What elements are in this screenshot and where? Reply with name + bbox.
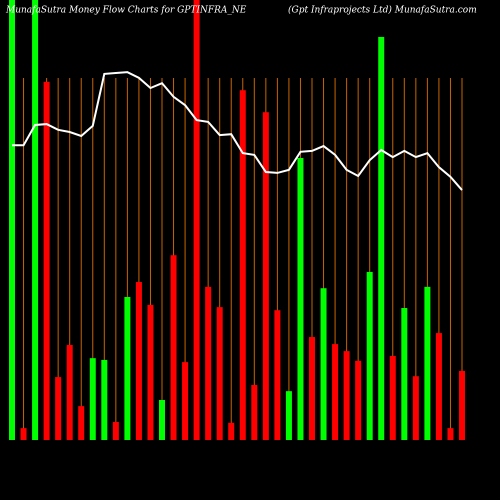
chart-title: MunafaSutra Money Flow Charts for GPTINF…: [5, 6, 247, 16]
bar: [112, 421, 119, 440]
bar: [366, 271, 373, 440]
bar: [401, 308, 408, 440]
bar: [309, 337, 315, 440]
bar: [89, 358, 96, 440]
bar: [332, 344, 339, 440]
bar: [424, 286, 431, 440]
bar: [239, 90, 246, 440]
bar: [216, 307, 223, 440]
bar: [378, 36, 385, 441]
bar: [147, 304, 154, 440]
bar: [459, 370, 465, 440]
bar: [20, 428, 27, 440]
bar: [435, 333, 442, 440]
bar: [170, 255, 177, 440]
bar: [55, 377, 62, 440]
bar: [285, 391, 292, 440]
chart-subtitle: (Gpt Infraprojects Ltd) MunafaSutra.com: [288, 5, 477, 16]
price-line: [12, 71, 463, 191]
bar: [228, 422, 235, 440]
bar: [32, 0, 39, 440]
bar: [355, 360, 362, 440]
bar: [182, 362, 189, 440]
bar: [412, 376, 419, 440]
bar: [135, 282, 142, 440]
bar: [193, 0, 200, 440]
bar: [205, 286, 212, 440]
bar: [66, 344, 73, 440]
bar: [297, 157, 304, 440]
bar: [447, 428, 454, 440]
bar: [251, 385, 258, 440]
bar: [124, 297, 131, 440]
bar: [389, 355, 396, 440]
bar: [274, 310, 281, 440]
bar: [9, 0, 15, 440]
bar: [343, 351, 350, 440]
bar: [262, 112, 269, 440]
bar: [159, 399, 165, 440]
bar: [43, 81, 50, 440]
bar: [101, 359, 108, 440]
bar: [320, 288, 327, 440]
bar: [78, 406, 85, 440]
